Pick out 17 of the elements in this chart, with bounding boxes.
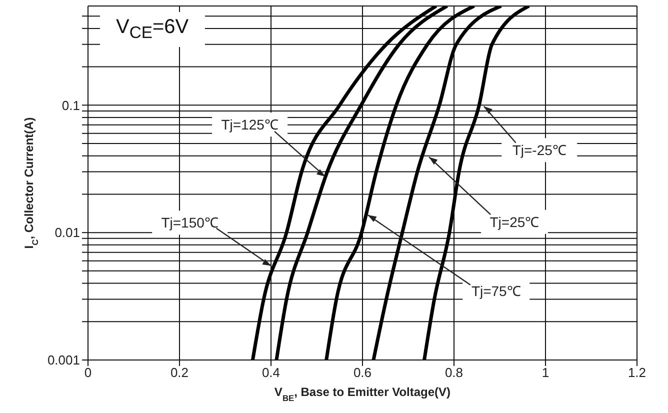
annotation: Tj=150℃	[161, 214, 218, 231]
y-tick-label: 0.001	[47, 352, 80, 368]
annotation: Tj=125℃	[221, 116, 278, 133]
x-tick-label: 0.2	[170, 365, 189, 380]
annotation: Tj=-25℃	[512, 142, 566, 158]
annotation: Tj=75℃	[471, 282, 521, 299]
x-axis-title: V$_{BE}$, Base to Emitter Voltage(V)	[274, 385, 451, 403]
y-tick-label: 0.01	[54, 225, 80, 240]
annotation: Tj=25℃	[490, 214, 540, 230]
x-tick-label: 0.6	[353, 365, 372, 380]
x-tick-label: 0.8	[444, 365, 464, 380]
x-tick-label: 0.4	[262, 365, 280, 380]
x-tick-label: 1	[542, 365, 550, 380]
annotation: V$_{CE}$=6V	[100, 12, 205, 47]
y-tick-label: 0.1	[62, 98, 80, 113]
x-tick-label: 0	[84, 365, 92, 380]
x-tick-label: 1.2	[628, 365, 646, 380]
